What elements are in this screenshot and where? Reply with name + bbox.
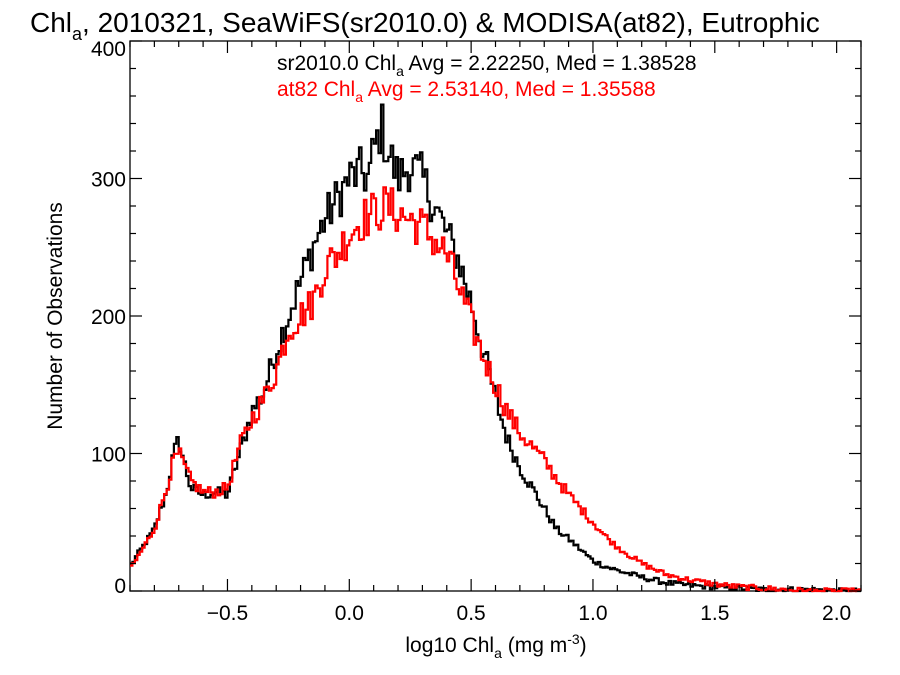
series-line-red — [130, 186, 861, 593]
chart-title-sub: a — [72, 24, 83, 44]
annotation-red-pre: at82 Chl — [277, 78, 355, 101]
y-tick-label: 300 — [91, 169, 126, 192]
series-line-black — [130, 103, 861, 593]
annotation-black-sub: a — [396, 63, 404, 79]
annotation-red-post: Avg = 2.53140, Med = 1.35588 — [363, 78, 656, 101]
annotation-black-pre: sr2010.0 Chl — [277, 52, 396, 75]
axis-layer: −0.5 0.0 0.5 1.0 1.5 2.0 0 100 200 300 400 — [91, 38, 862, 625]
x-tick-label: 0.0 — [335, 602, 364, 625]
y-axis-label: Number of Observations — [44, 202, 67, 430]
x-axis-label-sub: a — [494, 645, 502, 661]
annotation-red-sub: a — [355, 89, 363, 105]
series-layer — [130, 103, 861, 593]
x-axis-label-pre: log10 Chl — [405, 634, 494, 657]
x-tick-label: 1.0 — [578, 602, 607, 625]
x-tick-label: 0.5 — [457, 602, 486, 625]
y-tick-label: 200 — [91, 306, 126, 329]
x-axis-label-sup: -3 — [567, 631, 580, 647]
annotation-black-post: Avg = 2.22250, Med = 1.38528 — [404, 52, 697, 75]
y-tick-label: 400 — [91, 38, 126, 61]
plot-frame — [129, 40, 862, 592]
annotation-black: sr2010.0 Chla Avg = 2.22250, Med = 1.385… — [277, 52, 697, 79]
x-axis-label-post: ) — [580, 634, 587, 657]
x-tick-label: 1.5 — [700, 602, 729, 625]
y-tick-label: 0 — [114, 575, 126, 598]
x-tick-label: −0.5 — [207, 602, 248, 625]
x-axis-label: log10 Chla (mg m-3) — [405, 631, 586, 661]
chart-title-post: , 2010321, SeaWiFS(sr2010.0) & MODISA(at… — [82, 7, 820, 38]
y-tick-label: 100 — [91, 444, 126, 467]
chart-title: Chla, 2010321, SeaWiFS(sr2010.0) & MODIS… — [30, 7, 820, 44]
x-axis-label-mid: (mg m — [502, 634, 567, 657]
x-tick-label: 2.0 — [822, 602, 851, 625]
annotation-red: at82 Chla Avg = 2.53140, Med = 1.35588 — [277, 78, 656, 105]
chart-title-pre: Chl — [30, 7, 72, 38]
